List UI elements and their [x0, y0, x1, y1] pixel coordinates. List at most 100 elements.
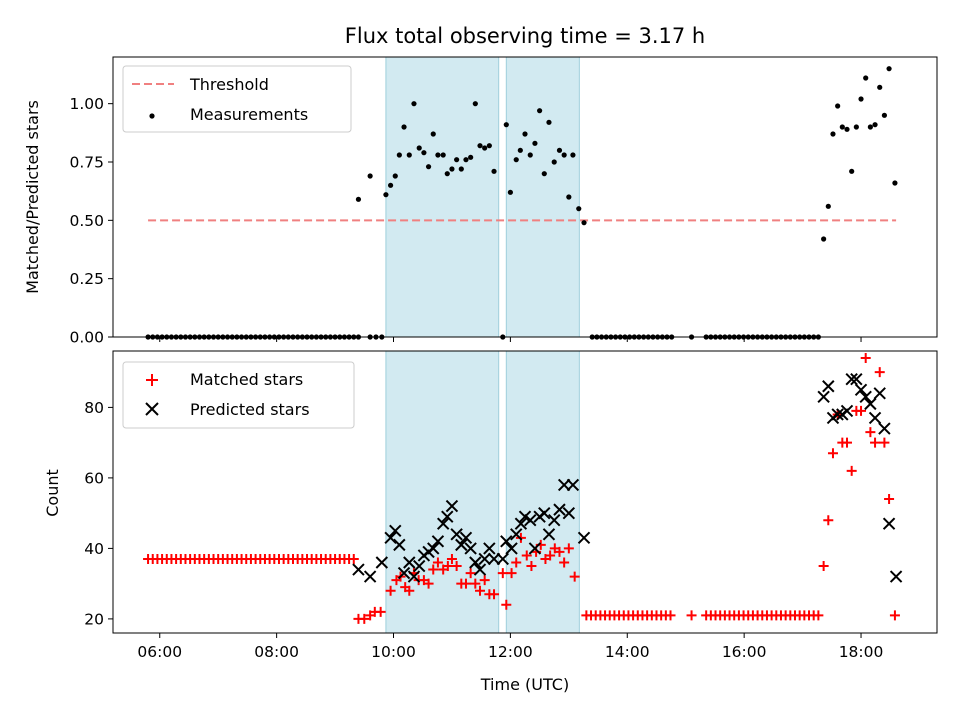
predicted-star-point [459, 531, 473, 545]
matched-star-point [563, 543, 574, 554]
predicted-star-point [464, 542, 477, 555]
bottom-y-axis-label: Count [43, 469, 62, 517]
measurement-point [421, 150, 427, 156]
top-panel-flux-ratio: 0.00 0.25 0.50 0.75 1.00 Matched/Predicted s… [23, 56, 938, 347]
matched-star-point [860, 353, 871, 364]
measurement-point [892, 180, 898, 186]
predicted-star-point [538, 506, 551, 520]
predicted-star-point [496, 552, 510, 566]
measurement-point [830, 131, 836, 137]
predicted-star-point [557, 478, 571, 492]
predicted-star-point [505, 542, 518, 555]
legend-measurements-swatch [149, 113, 155, 119]
measurement-point [440, 152, 446, 158]
measurement-point [387, 182, 394, 188]
bottom-panel-star-counts: 06:00 08:00 10:00 12:00 14:00 16:00 18:00 20 40… [43, 350, 938, 694]
measurement-point [835, 103, 841, 109]
measurement-point [863, 75, 869, 81]
predicted-star-point [553, 503, 566, 516]
y-tick-label: 40 [84, 540, 104, 558]
predicted-star-point [889, 570, 903, 583]
predicted-star-point [393, 538, 406, 552]
measurement-point [858, 96, 864, 102]
matched-star-point [686, 610, 697, 621]
measurement-point [537, 108, 543, 114]
predicted-star-point [375, 556, 389, 569]
measurement-point [430, 131, 436, 137]
measurement-point [872, 122, 878, 128]
measurement-point [561, 152, 567, 158]
measurement-point [444, 171, 450, 177]
matched-star-point [665, 610, 676, 621]
matched-star-point [818, 561, 829, 572]
x-tick-label: 06:00 [137, 643, 182, 661]
matched-star-point [501, 599, 512, 610]
legend-predicted-swatch [145, 402, 159, 416]
x-axis-label: Time (UTC) [480, 675, 569, 694]
matched-star-point [813, 610, 824, 621]
measurement-point [411, 101, 417, 107]
predicted-star-point [384, 531, 397, 545]
matched-star-point [823, 515, 834, 526]
chart-title: Flux total observing time = 3.17 h [345, 24, 705, 48]
legend-matched-label: Matched stars [190, 370, 303, 389]
matched-star-point [385, 585, 396, 596]
matched-star-point [359, 613, 370, 624]
measurement-point [532, 140, 538, 146]
measurement-point [546, 119, 552, 125]
matched-star-point [569, 571, 580, 582]
top-panel-frame [112, 56, 938, 338]
y-tick-label: 0.25 [69, 270, 104, 288]
predicted-star-point [562, 506, 576, 520]
matched-star-point [479, 575, 490, 586]
matched-star-point [497, 568, 508, 579]
measurement-point [576, 206, 582, 212]
measurement-point [383, 192, 389, 198]
measurement-point [367, 173, 373, 179]
predicted-star-point [431, 535, 445, 548]
measurement-point [507, 189, 513, 195]
matched-star-point [865, 427, 876, 438]
predicted-star-point [436, 517, 450, 530]
matched-star-point [451, 561, 462, 572]
predicted-star-point [873, 387, 886, 400]
matched-star-point [879, 437, 890, 448]
observing-intervals [385, 56, 580, 338]
measurement-point [877, 84, 883, 90]
measurement-point [472, 101, 478, 107]
y-tick-label: 1.00 [69, 95, 104, 113]
measurement-point [406, 152, 412, 158]
predicted-star-point [450, 528, 463, 541]
measurement-point [570, 152, 576, 158]
predicted-star-point [478, 552, 491, 566]
matched-star-point [489, 589, 500, 600]
measurement-point [454, 157, 460, 163]
predicted-star-point [510, 528, 523, 541]
legend-predicted-label: Predicted stars [190, 400, 310, 419]
measurement-point [541, 171, 547, 177]
predicted-star-point [473, 563, 487, 576]
measurement-point [853, 124, 859, 130]
measurement-point [463, 157, 469, 163]
predicted-star-point [427, 542, 440, 555]
y-tick-label: 0.75 [69, 154, 104, 172]
predicted-star-point [352, 563, 365, 576]
measurement-point [401, 124, 407, 130]
top-y-axis-label: Matched/Predicted stars [23, 100, 42, 294]
matched-star-point [827, 448, 838, 459]
predicted-star-point [845, 372, 858, 386]
top-y-ticks: 0.00 0.25 0.50 0.75 1.00 [69, 95, 113, 347]
matched-star-point [442, 561, 453, 572]
y-tick-label: 80 [84, 399, 104, 417]
measurement-point [416, 145, 422, 151]
predicted-star-point [363, 570, 377, 583]
measurement-point [477, 143, 483, 149]
matched-star-point [428, 564, 439, 575]
predicted-star-point [445, 499, 459, 513]
predicted-star-point [831, 408, 844, 421]
matched-star-point [460, 578, 471, 589]
predicted-star-point [483, 542, 496, 555]
matched-star-point [545, 550, 556, 561]
measurement-point [503, 122, 509, 128]
